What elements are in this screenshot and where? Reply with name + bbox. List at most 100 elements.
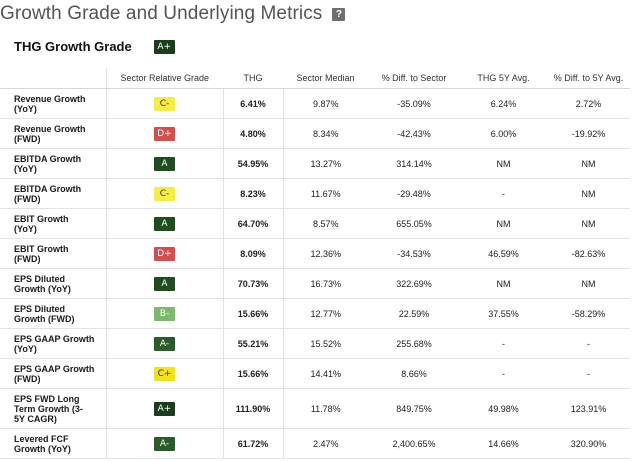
sector-grade-cell: A- (106, 328, 224, 359)
column-header-thg-5y-avg[interactable]: THG 5Y Avg. (460, 68, 547, 89)
thg-5y-avg-value: 46.59% (460, 238, 547, 269)
metric-name-line: (YoY) (14, 163, 37, 174)
metric-name[interactable]: Levered FCF Growth (YoY) (0, 428, 107, 459)
page-title: Growth Grade and Underlying Metrics (0, 3, 323, 24)
metric-name[interactable]: EPS GAAP Growth (YoY) (0, 328, 107, 359)
metric-name-line: (YoY) (14, 343, 37, 354)
grade-badge: D+ (154, 246, 175, 261)
table-body: Revenue Growth (YoY) C- 6.41% 9.87% -35.09% 6.… (0, 88, 630, 459)
diff-sector-value: -34.53% (368, 238, 460, 269)
grade-badge: C+ (154, 366, 175, 381)
column-header-diff-sector[interactable]: % Diff. to Sector (368, 68, 460, 89)
help-icon[interactable]: ? (332, 7, 346, 21)
table-row: EPS GAAP Growth (YoY) A- 55.21% 15.52% 255.68… (0, 328, 630, 359)
table-row: Revenue Growth (YoY) C- 6.41% 9.87% -35.09% 6.… (0, 88, 630, 119)
sector-grade-cell: A (106, 268, 224, 299)
metric-name-line: (FWD) (14, 253, 41, 264)
grade-badge: A- (154, 436, 175, 451)
thg-value: 15.66% (223, 358, 284, 389)
thg-value: 15.66% (223, 298, 284, 329)
metric-name[interactable]: EPS Diluted Growth (FWD) (0, 298, 107, 329)
metric-name[interactable]: EBIT Growth (FWD) (0, 238, 107, 269)
metric-name-line: Revenue Growth (14, 93, 86, 104)
grade-badge: A (154, 216, 175, 231)
thg-value: 8.23% (223, 178, 284, 209)
metric-column-header (0, 68, 107, 89)
thg-value: 6.41% (223, 88, 284, 119)
thg-value: 8.09% (223, 238, 284, 269)
column-header-sector-grade[interactable]: Sector Relative Grade (106, 68, 223, 89)
thg-5y-avg-value: NM (460, 208, 547, 239)
table-row: EPS Diluted Growth (YoY) A 70.73% 16.73% 322.… (0, 268, 630, 299)
column-header-thg[interactable]: THG (223, 68, 283, 89)
metric-name-line: Growth (FWD) (14, 313, 75, 324)
grade-badge: C- (154, 186, 175, 201)
table-row: EBIT Growth (YoY) A 64.70% 8.57% 655.05% NM NM (0, 208, 630, 239)
diff-5y-avg-value: -19.92% (547, 118, 630, 149)
metric-name[interactable]: EBITDA Growth (FWD) (0, 178, 107, 209)
diff-5y-avg-value: 320.90% (547, 428, 630, 459)
table-row: EBITDA Growth (FWD) C- 8.23% 11.67% -29.48% - N… (0, 178, 630, 209)
grade-badge: A (154, 156, 175, 171)
diff-5y-avg-value: -82.63% (547, 238, 630, 269)
sector-grade-cell: A (106, 208, 224, 239)
metric-name-line: EPS Diluted (14, 273, 66, 284)
overall-grade-badge: A+ (153, 39, 175, 54)
metric-name[interactable]: Revenue Growth (FWD) (0, 118, 107, 149)
metric-name[interactable]: EBITDA Growth (YoY) (0, 148, 107, 179)
metric-name-line: 5Y CAGR) (14, 413, 57, 424)
diff-sector-value: -35.09% (368, 88, 460, 119)
table-row: EPS GAAP Growth (FWD) C+ 15.66% 14.41% 8.66% -… (0, 358, 630, 389)
metric-name-line: (YoY) (14, 103, 37, 114)
sector-median-value: 15.52% (283, 328, 368, 359)
thg-5y-avg-value: - (460, 358, 547, 389)
grade-badge: A+ (154, 401, 175, 416)
metric-name[interactable]: EPS Diluted Growth (YoY) (0, 268, 107, 299)
thg-value: 61.72% (223, 428, 284, 459)
sector-median-value: 11.67% (283, 178, 368, 209)
metric-name[interactable]: EPS FWD Long Term Growth (3- 5Y CAGR) (0, 388, 107, 429)
diff-sector-value: 849.75% (368, 388, 460, 429)
table-row: EBIT Growth (FWD) D+ 8.09% 12.36% -34.53% 46.5… (0, 238, 630, 269)
thg-value: 55.21% (223, 328, 284, 359)
page-header: Growth Grade and Underlying Metrics ? (0, 2, 346, 26)
thg-5y-avg-value: 14.66% (460, 428, 547, 459)
diff-sector-value: 655.05% (368, 208, 460, 239)
thg-5y-avg-value: 6.24% (460, 88, 547, 119)
metric-name-line: Growth (YoY) (14, 283, 71, 294)
column-header-diff-5y-avg[interactable]: % Diff. to 5Y Avg. (547, 68, 630, 89)
thg-5y-avg-value: 49.98% (460, 388, 547, 429)
thg-5y-avg-value: 6.00% (460, 118, 547, 149)
table-row: EPS Diluted Growth (FWD) B- 15.66% 12.77% 22.… (0, 298, 630, 329)
column-header-sector-median[interactable]: Sector Median (283, 68, 368, 89)
thg-value: 111.90% (223, 388, 284, 429)
metric-name-line: Growth (YoY) (14, 443, 71, 454)
table-row: EPS FWD Long Term Growth (3- 5Y CAGR) A+ 111… (0, 388, 630, 429)
sector-median-value: 8.57% (283, 208, 368, 239)
thg-value: 70.73% (223, 268, 284, 299)
table-header-row: Sector Relative Grade THG Sector Median … (0, 68, 630, 89)
metric-name[interactable]: EBIT Growth (YoY) (0, 208, 107, 239)
diff-5y-avg-value: 123.91% (547, 388, 630, 429)
metric-name[interactable]: EPS GAAP Growth (FWD) (0, 358, 107, 389)
diff-5y-avg-value: -58.29% (547, 298, 630, 329)
grade-badge: A (154, 276, 175, 291)
metric-name[interactable]: Revenue Growth (YoY) (0, 88, 107, 119)
diff-sector-value: 22.59% (368, 298, 460, 329)
metric-name-line: EBIT Growth (14, 213, 69, 224)
grade-badge: A- (154, 336, 175, 351)
thg-value: 4.80% (223, 118, 284, 149)
metric-name-line: EPS GAAP Growth (14, 363, 95, 374)
sector-median-value: 2.47% (283, 428, 368, 459)
diff-5y-avg-value: 2.72% (547, 88, 630, 119)
sector-median-value: 14.41% (283, 358, 368, 389)
diff-5y-avg-value: NM (547, 208, 630, 239)
diff-sector-value: 322.69% (368, 268, 460, 299)
table-row: EBITDA Growth (YoY) A 54.95% 13.27% 314.14% NM… (0, 148, 630, 179)
metric-name-line: EPS GAAP Growth (14, 333, 95, 344)
sector-grade-cell: C- (106, 178, 224, 209)
sector-grade-cell: B- (106, 298, 224, 329)
metric-name-line: Levered FCF (14, 433, 69, 444)
diff-sector-value: 8.66% (368, 358, 460, 389)
metric-name-line: (FWD) (14, 373, 41, 384)
